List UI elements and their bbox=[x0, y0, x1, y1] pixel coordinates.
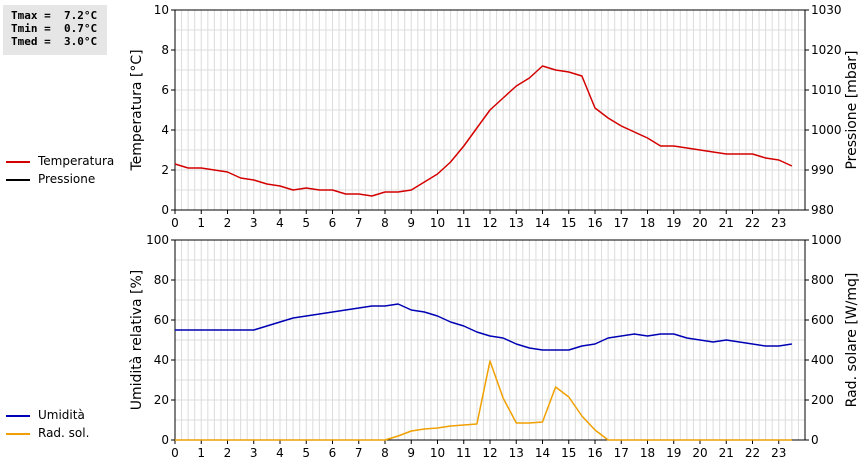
y2-tick-label: 600 bbox=[811, 313, 834, 327]
temperature-pressure-chart: 0 1 2 3 4 5 6 7 8 9 10 11 12 13 14 15 16 17 18 19 20 21 22 2302… bbox=[129, 3, 860, 230]
x-tick-label: 14 bbox=[535, 446, 550, 460]
x-tick-label: 12 bbox=[482, 216, 497, 230]
stats-box: Tmax = 7.2°C Tmin = 0.7°C Tmed = 3.0°C bbox=[3, 5, 107, 55]
y2-tick-label: 990 bbox=[811, 163, 834, 177]
y-tick-label: 0 bbox=[161, 203, 169, 217]
x-tick-label: 23 bbox=[771, 216, 786, 230]
y-tick-label: 4 bbox=[161, 123, 169, 137]
y2-tick-label: 1000 bbox=[811, 233, 842, 247]
y-tick-label: 2 bbox=[161, 163, 169, 177]
x-tick-label: 8 bbox=[381, 216, 389, 230]
y-tick-label: 80 bbox=[154, 273, 169, 287]
x-tick-label: 14 bbox=[535, 216, 550, 230]
x-tick-label: 2 bbox=[224, 216, 232, 230]
legend-swatch-umidita bbox=[6, 415, 30, 417]
x-tick-label: 6 bbox=[329, 216, 337, 230]
x-tick-label: 15 bbox=[561, 216, 576, 230]
legend-label-pressione: Pressione bbox=[38, 172, 96, 186]
legend-label-umidita: Umidità bbox=[38, 408, 85, 422]
x-tick-label: 18 bbox=[640, 446, 655, 460]
tmax-text: Tmax = 7.2°C bbox=[11, 9, 98, 22]
x-tick-label: 1 bbox=[197, 216, 205, 230]
series-line-rad-sol bbox=[175, 360, 792, 441]
x-tick-label: 8 bbox=[381, 446, 389, 460]
y2-tick-label: 800 bbox=[811, 273, 834, 287]
tmin-text: Tmin = 0.7°C bbox=[11, 22, 98, 35]
x-tick-label: 0 bbox=[171, 446, 179, 460]
x-tick-label: 19 bbox=[666, 446, 681, 460]
x-tick-label: 20 bbox=[692, 446, 707, 460]
x-tick-label: 22 bbox=[745, 216, 760, 230]
x-tick-label: 5 bbox=[302, 216, 310, 230]
x-tick-label: 10 bbox=[430, 216, 445, 230]
y2-tick-label: 200 bbox=[811, 393, 834, 407]
x-tick-label: 1 bbox=[197, 446, 205, 460]
y-axis-title: Temperatura [°C] bbox=[129, 49, 145, 171]
y2-tick-label: 400 bbox=[811, 353, 834, 367]
x-tick-label: 21 bbox=[719, 216, 734, 230]
x-tick-label: 13 bbox=[509, 446, 524, 460]
x-tick-label: 11 bbox=[456, 216, 471, 230]
series-line-umidit bbox=[175, 303, 793, 351]
x-tick-label: 11 bbox=[456, 446, 471, 460]
x-tick-label: 10 bbox=[430, 446, 445, 460]
y2-tick-label: 1020 bbox=[811, 43, 842, 57]
x-tick-label: 15 bbox=[561, 446, 576, 460]
x-tick-label: 7 bbox=[355, 446, 363, 460]
x-tick-label: 23 bbox=[771, 446, 786, 460]
x-tick-label: 19 bbox=[666, 216, 681, 230]
legend-swatch-temperatura bbox=[6, 161, 30, 163]
x-tick-label: 3 bbox=[250, 446, 258, 460]
y-tick-label: 20 bbox=[154, 393, 169, 407]
legend-swatch-rad-sol bbox=[6, 433, 30, 435]
legend-label-rad-sol: Rad. sol. bbox=[38, 426, 90, 440]
x-tick-label: 0 bbox=[171, 216, 179, 230]
x-tick-label: 4 bbox=[276, 216, 284, 230]
x-tick-label: 9 bbox=[407, 216, 415, 230]
x-tick-label: 2 bbox=[224, 446, 232, 460]
x-tick-label: 9 bbox=[407, 446, 415, 460]
x-tick-label: 16 bbox=[587, 216, 602, 230]
x-tick-label: 4 bbox=[276, 446, 284, 460]
y2-tick-label: 1030 bbox=[811, 3, 842, 17]
tmed-text: Tmed = 3.0°C bbox=[11, 35, 98, 48]
y-tick-label: 0 bbox=[161, 433, 169, 447]
x-tick-label: 16 bbox=[587, 446, 602, 460]
y-tick-label: 40 bbox=[154, 353, 169, 367]
x-tick-label: 20 bbox=[692, 216, 707, 230]
x-tick-label: 5 bbox=[302, 446, 310, 460]
x-tick-label: 7 bbox=[355, 216, 363, 230]
y2-tick-label: 0 bbox=[811, 433, 819, 447]
x-tick-label: 22 bbox=[745, 446, 760, 460]
x-tick-label: 17 bbox=[614, 446, 629, 460]
x-tick-label: 12 bbox=[482, 446, 497, 460]
x-tick-label: 3 bbox=[250, 216, 258, 230]
y-tick-label: 8 bbox=[161, 43, 169, 57]
y2-tick-label: 980 bbox=[811, 203, 834, 217]
y-tick-label: 60 bbox=[154, 313, 169, 327]
series-line-temperatura bbox=[174, 65, 793, 197]
x-tick-label: 6 bbox=[329, 446, 337, 460]
y-tick-label: 100 bbox=[146, 233, 169, 247]
x-tick-label: 21 bbox=[719, 446, 734, 460]
y2-tick-label: 1010 bbox=[811, 83, 842, 97]
legend-swatch-pressione bbox=[6, 179, 30, 181]
x-tick-label: 17 bbox=[614, 216, 629, 230]
y2-axis-title: Pressione [mbar] bbox=[844, 50, 860, 169]
x-tick-label: 13 bbox=[509, 216, 524, 230]
y2-tick-label: 1000 bbox=[811, 123, 842, 137]
humidity-radiation-chart: 0 1 2 3 4 5 6 7 8 9 10 11 12 13 14 15 16 17 18 19 20 21 22 2302… bbox=[129, 233, 860, 460]
legend-label-temperatura: Temperatura bbox=[38, 154, 115, 168]
y2-axis-title: Rad. solare [W/mq] bbox=[844, 273, 860, 408]
x-tick-label: 18 bbox=[640, 216, 655, 230]
y-tick-label: 6 bbox=[161, 83, 169, 97]
y-axis-title: Umidità relativa [%] bbox=[129, 270, 145, 411]
y-tick-label: 10 bbox=[154, 3, 169, 17]
